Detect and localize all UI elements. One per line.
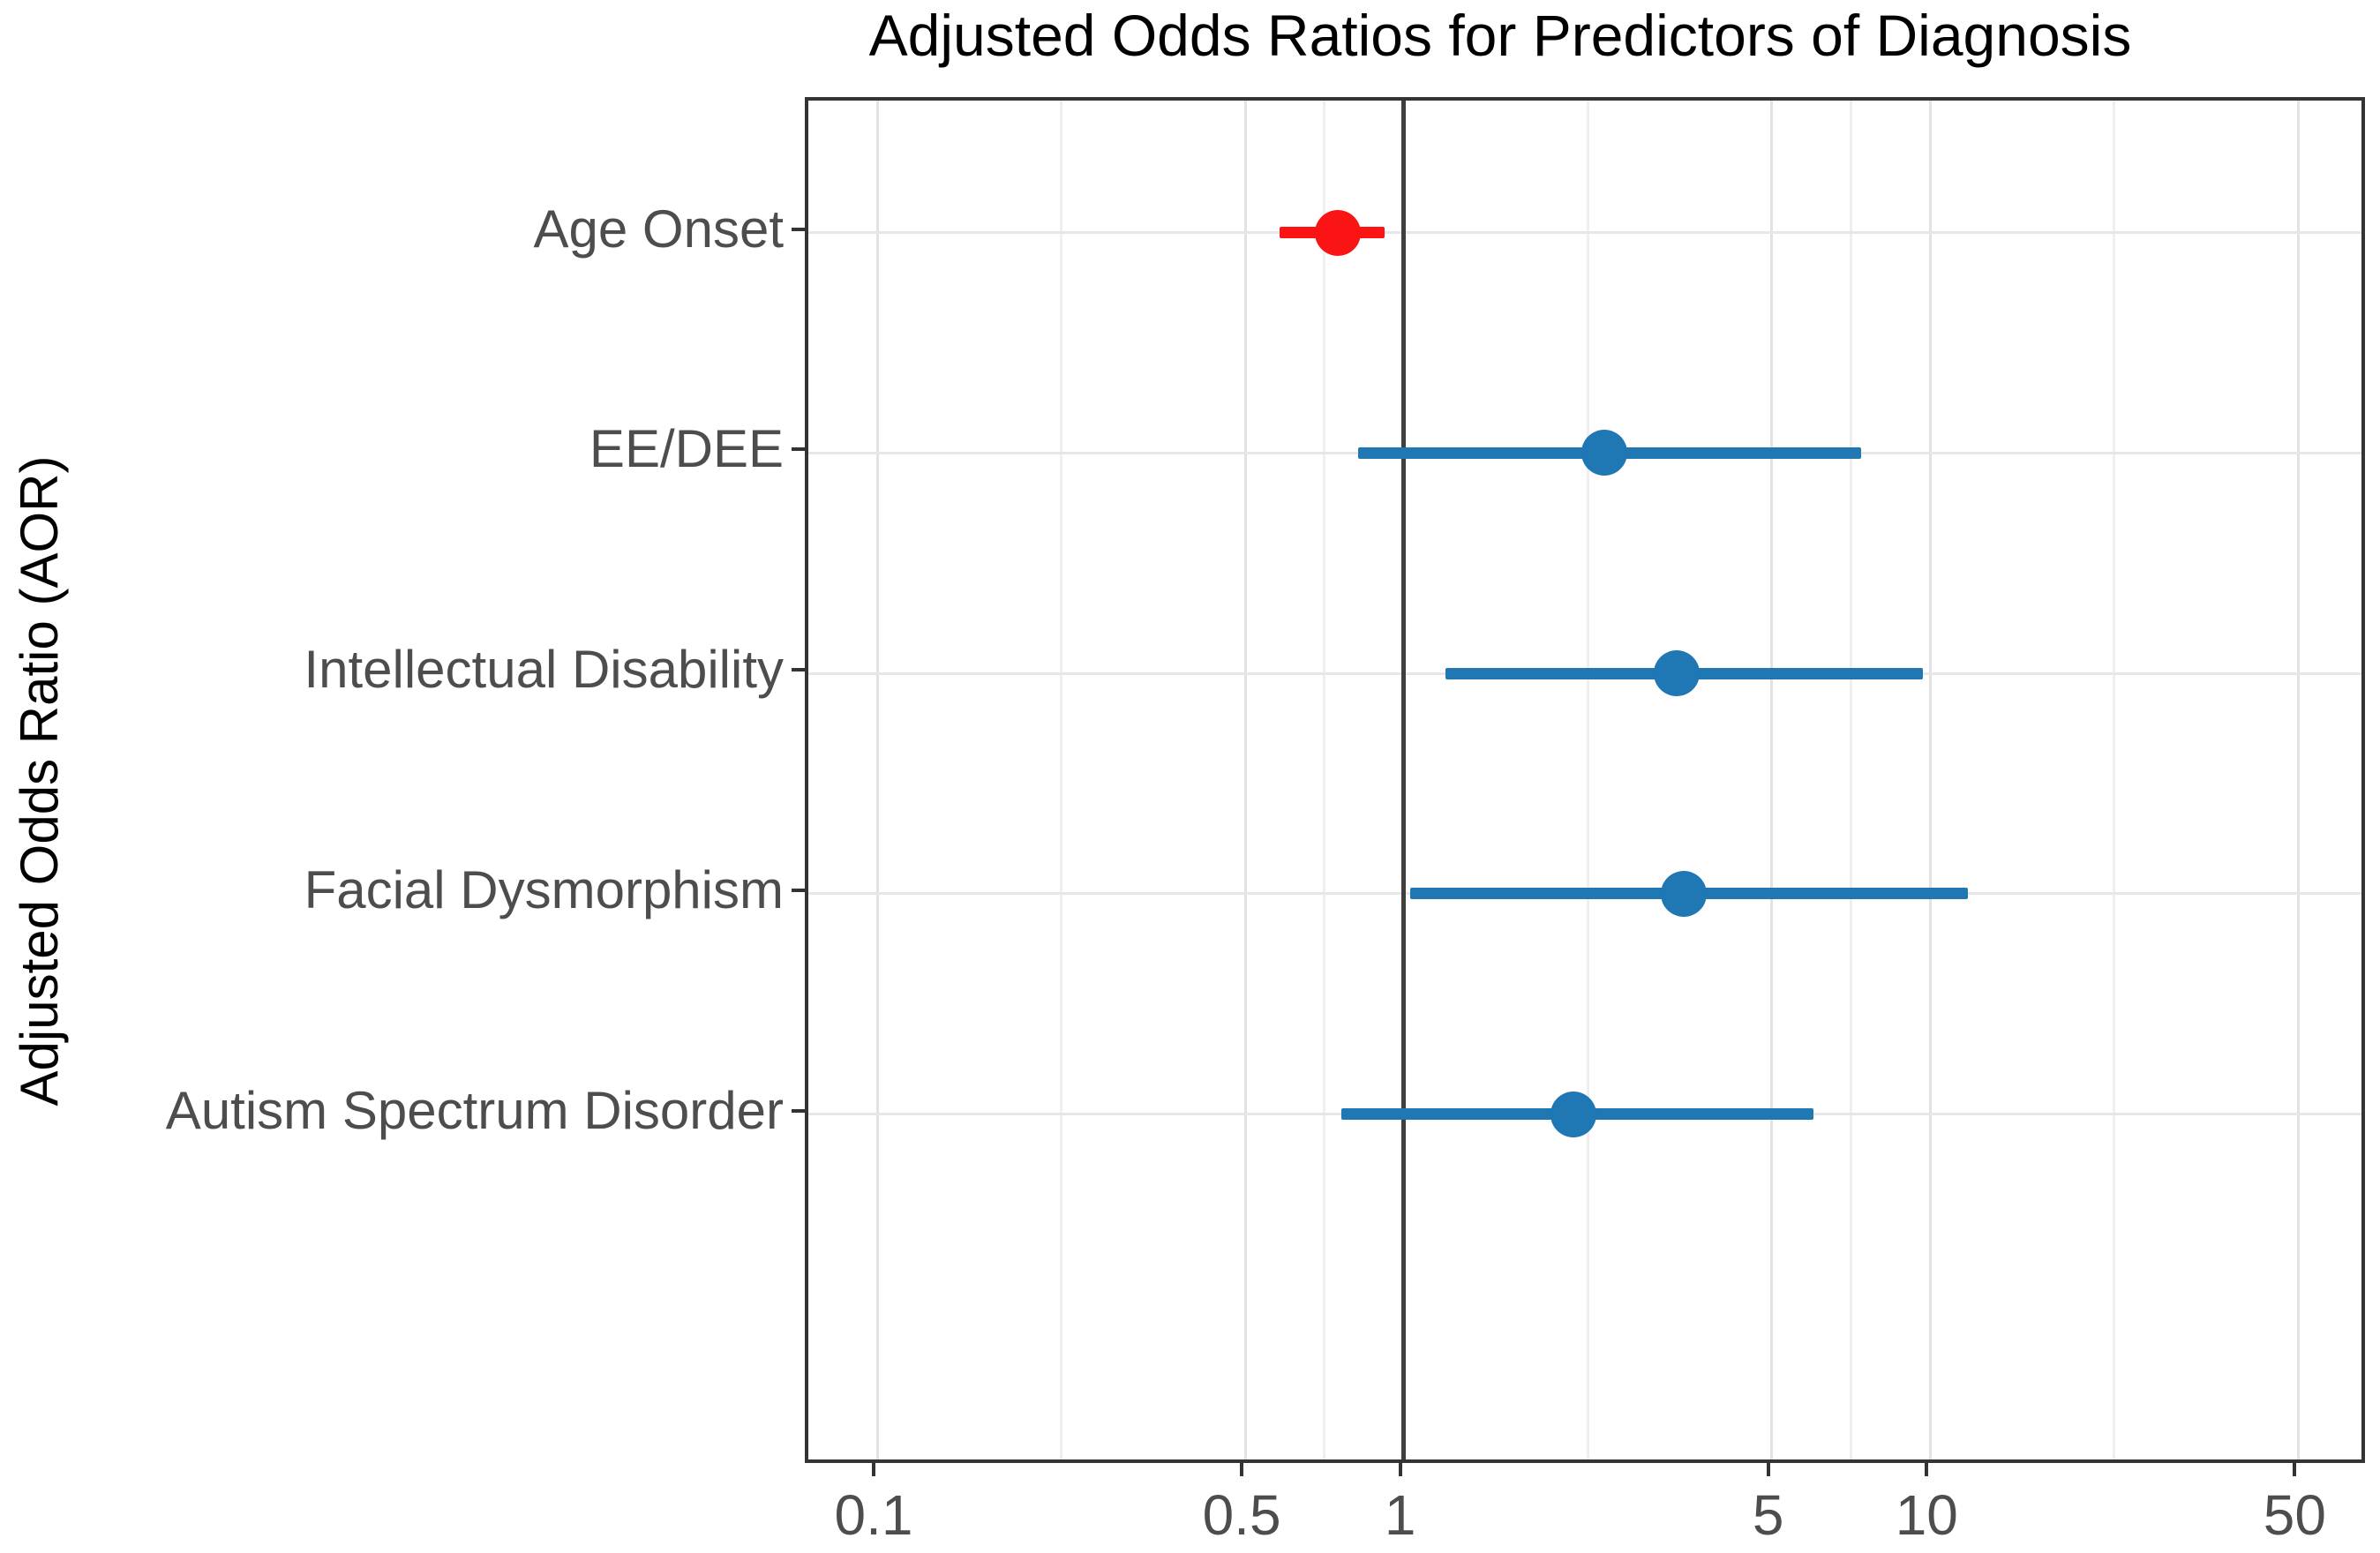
y-axis-tick (792, 1108, 805, 1113)
x-gridline-minor (1060, 101, 1063, 1459)
y-axis-tick (792, 227, 805, 231)
x-gridline-minor (1586, 101, 1589, 1459)
y-tick-label: Autism Spectrum Disorder (165, 1080, 784, 1140)
x-gridline-major (2296, 101, 2300, 1459)
x-axis-tick (2293, 1463, 2297, 1476)
x-axis-tick (1925, 1463, 1929, 1476)
x-tick-label: 10 (1895, 1483, 1958, 1547)
x-axis-tick (1766, 1463, 1770, 1476)
x-tick-label: 50 (2263, 1483, 2326, 1547)
x-axis-tick (1240, 1463, 1244, 1476)
x-tick-label: 5 (1752, 1483, 1784, 1547)
x-gridline-minor (2113, 101, 2116, 1459)
y-tick-label: Age Onset (533, 199, 784, 259)
x-gridline-major (1770, 101, 1774, 1459)
odds-ratio-point (1660, 870, 1707, 917)
x-gridline-major (875, 101, 879, 1459)
y-gridline (808, 231, 2361, 235)
x-gridline-minor (1849, 101, 1852, 1459)
y-axis-tick (792, 888, 805, 892)
x-gridline-major (1243, 101, 1247, 1459)
reference-line-or-1 (1401, 101, 1407, 1459)
odds-ratio-point (1315, 209, 1362, 256)
x-tick-label: 0.1 (834, 1483, 913, 1547)
y-tick-label: Facial Dysmorphism (304, 859, 784, 919)
y-axis-tick (792, 447, 805, 452)
chart-title: Adjusted Odds Ratios for Predictors of D… (868, 3, 2132, 68)
odds-ratio-point (1580, 430, 1627, 476)
x-axis-tick (872, 1463, 876, 1476)
odds-ratio-point (1550, 1091, 1596, 1137)
x-axis-tick (1398, 1463, 1402, 1476)
x-gridline-major (1928, 101, 1932, 1459)
y-tick-label: Intellectual Disability (304, 640, 784, 700)
x-tick-label: 0.5 (1202, 1483, 1281, 1547)
y-tick-label: EE/DEE (589, 419, 784, 479)
odds-ratio-point (1654, 650, 1701, 697)
plot-panel (805, 97, 2365, 1463)
x-tick-label: 1 (1384, 1483, 1416, 1547)
x-gridline-minor (1323, 101, 1326, 1459)
y-axis-tick (792, 668, 805, 672)
